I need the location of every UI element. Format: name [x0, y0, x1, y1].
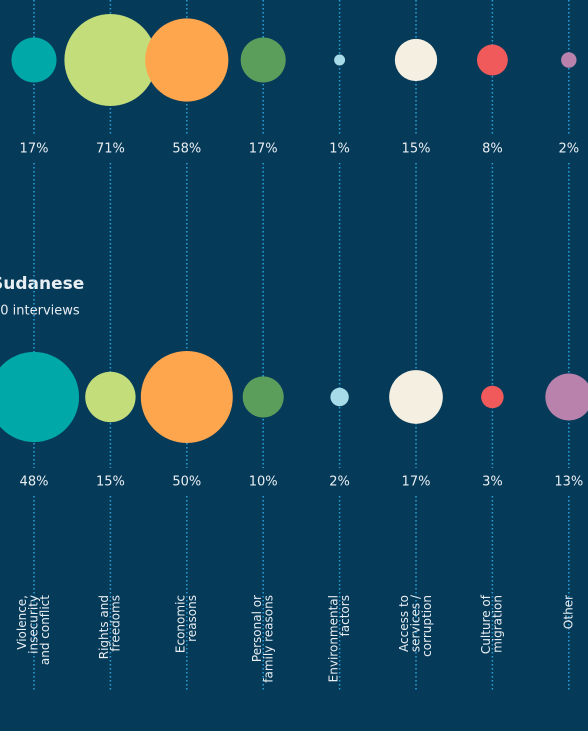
- bubble: [545, 373, 588, 421]
- category-label: Environmental: [326, 595, 340, 682]
- value-label: 8%: [482, 142, 503, 157]
- group-title: Sudanese: [0, 274, 84, 294]
- bubble: [481, 385, 504, 409]
- value-label: 1%: [329, 142, 350, 157]
- bubble: [11, 37, 57, 83]
- value-label: 2%: [558, 142, 579, 157]
- value-label: 17%: [249, 142, 278, 157]
- bubble: [561, 52, 577, 68]
- value-label: 17%: [20, 142, 49, 157]
- category-label: Other: [561, 595, 575, 629]
- value-label: 3%: [482, 475, 503, 490]
- value-label: 50%: [172, 475, 201, 490]
- bubble: [334, 54, 346, 66]
- bubble: [64, 14, 157, 106]
- category-label: migration: [491, 595, 505, 653]
- category-label: family reasons: [261, 595, 275, 683]
- value-label: 15%: [96, 475, 125, 490]
- bubble: [240, 37, 286, 83]
- value-label: 48%: [20, 475, 49, 490]
- category-label: freedoms: [109, 595, 123, 652]
- category-label: Rights and: [97, 595, 111, 659]
- bubble: [330, 387, 349, 407]
- category-label: Violence,: [15, 595, 29, 650]
- category-label: and conflict: [38, 595, 52, 665]
- value-label: 71%: [96, 142, 125, 157]
- category-label: Personal or: [250, 595, 264, 662]
- group-subtitle: 80 interviews: [0, 304, 80, 319]
- bubble: [242, 376, 284, 418]
- bubble: [476, 44, 508, 76]
- category-label: Access to: [397, 595, 411, 652]
- value-label: 10%: [249, 475, 278, 490]
- category-label: Culture of: [479, 594, 493, 654]
- bubble: [140, 351, 233, 443]
- category-label: services /: [409, 594, 423, 652]
- bubble: [394, 38, 438, 82]
- value-label: 2%: [329, 475, 350, 490]
- bubble: [145, 18, 229, 102]
- category-label: factors: [338, 595, 352, 636]
- value-label: 17%: [402, 475, 431, 490]
- bubble: [85, 371, 136, 423]
- value-label: 13%: [554, 475, 583, 490]
- bubble: [0, 351, 80, 443]
- value-label: 58%: [172, 142, 201, 157]
- category-label: insecurity: [27, 595, 41, 654]
- bubble: [389, 370, 443, 424]
- category-label: Economic: [174, 595, 188, 653]
- category-label: corruption: [420, 595, 434, 657]
- value-label: 15%: [402, 142, 431, 157]
- category-label: reasons: [185, 595, 199, 642]
